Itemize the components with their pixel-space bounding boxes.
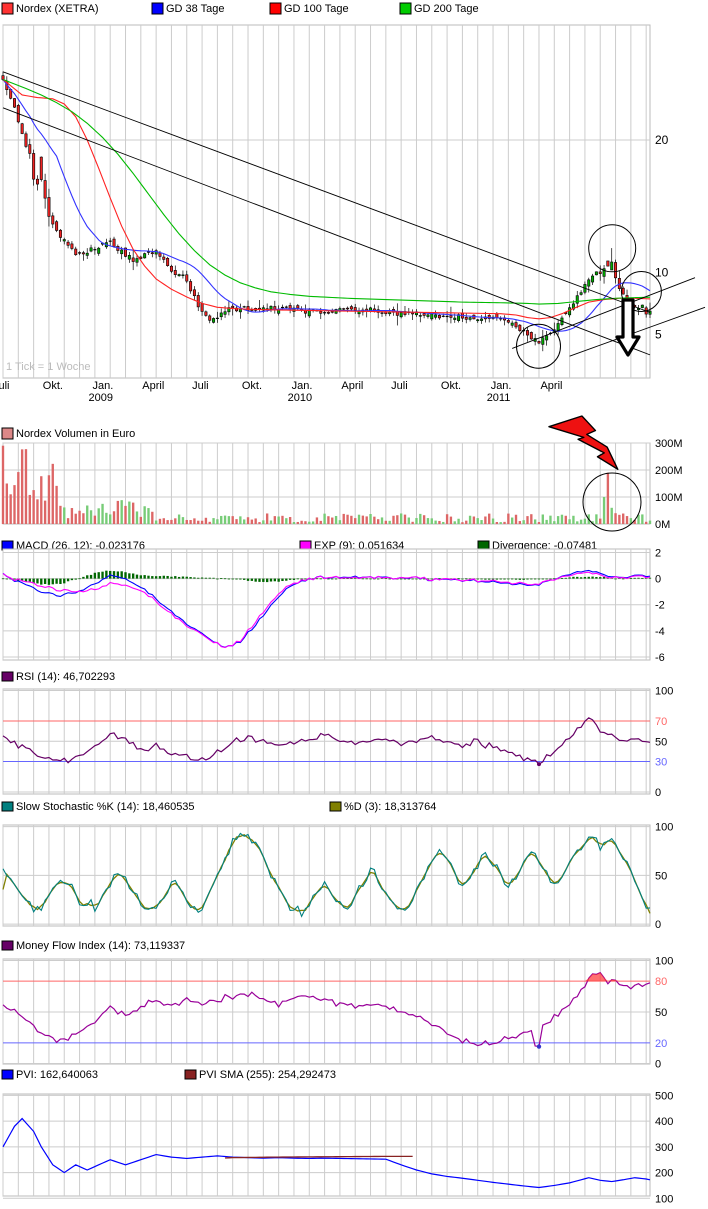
svg-text:5: 5	[655, 327, 662, 341]
svg-text:GD 38 Tage: GD 38 Tage	[166, 3, 225, 15]
svg-text:0: 0	[655, 1059, 661, 1071]
svg-text:Juli: Juli	[192, 380, 209, 392]
svg-text:200: 200	[655, 1168, 673, 1180]
svg-text:RSI (14): 46,702293: RSI (14): 46,702293	[16, 671, 115, 683]
svg-text:100: 100	[655, 686, 673, 698]
svg-text:Okt.: Okt.	[43, 380, 63, 392]
svg-text:Money Flow Index (14): 73,1193: Money Flow Index (14): 73,119337	[16, 940, 185, 952]
svg-text:GD 100 Tage: GD 100 Tage	[284, 3, 349, 15]
svg-text:300M: 300M	[655, 438, 683, 450]
svg-text:-2: -2	[655, 600, 665, 612]
svg-text:2: 2	[655, 547, 661, 559]
svg-text:0: 0	[655, 919, 661, 931]
svg-text:Nordex Volumen in Euro: Nordex Volumen in Euro	[16, 428, 135, 440]
svg-text:Jan.: Jan.	[491, 380, 512, 392]
svg-text:Okt.: Okt.	[441, 380, 461, 392]
svg-text:April: April	[142, 380, 164, 392]
svg-text:20: 20	[655, 133, 669, 147]
svg-text:PVI: 162,640063: PVI: 162,640063	[16, 1069, 98, 1081]
svg-text:-4: -4	[655, 626, 665, 638]
svg-text:Slow Stochastic %K (14): 18,46: Slow Stochastic %K (14): 18,460535	[16, 801, 195, 813]
svg-text:500: 500	[655, 1090, 673, 1102]
svg-text:2009: 2009	[89, 392, 113, 404]
svg-text:200M: 200M	[655, 465, 683, 477]
svg-text:-6: -6	[655, 652, 665, 664]
svg-text:100: 100	[655, 822, 673, 834]
svg-text:April: April	[540, 380, 562, 392]
svg-text:50: 50	[655, 870, 667, 882]
svg-text:100M: 100M	[655, 492, 683, 504]
svg-text:GD 200 Tage: GD 200 Tage	[414, 3, 479, 15]
svg-text:20: 20	[655, 1038, 667, 1050]
svg-text:100: 100	[655, 956, 673, 968]
svg-text:PVI SMA (255): 254,292473: PVI SMA (255): 254,292473	[199, 1069, 336, 1081]
svg-text:30: 30	[655, 757, 667, 769]
svg-text:Jan.: Jan.	[292, 380, 313, 392]
svg-text:0: 0	[655, 574, 661, 586]
svg-text:80: 80	[655, 976, 667, 988]
svg-text:0: 0	[655, 787, 661, 799]
svg-text:April: April	[341, 380, 363, 392]
svg-text:%D (3): 18,313764: %D (3): 18,313764	[344, 801, 436, 813]
svg-text:Juli: Juli	[391, 380, 408, 392]
svg-text:0M: 0M	[655, 519, 670, 531]
svg-text:400: 400	[655, 1116, 673, 1128]
svg-text:50: 50	[655, 1007, 667, 1019]
svg-text:70: 70	[655, 716, 667, 728]
svg-text:Juli: Juli	[0, 380, 10, 392]
svg-text:50: 50	[655, 736, 667, 748]
svg-text:1 Tick = 1 Woche: 1 Tick = 1 Woche	[6, 361, 90, 373]
svg-text:300: 300	[655, 1142, 673, 1154]
svg-text:100: 100	[655, 1193, 673, 1205]
svg-text:Okt.: Okt.	[242, 380, 262, 392]
svg-text:2010: 2010	[288, 392, 312, 404]
svg-text:Jan.: Jan.	[93, 380, 114, 392]
svg-text:Nordex (XETRA): Nordex (XETRA)	[16, 3, 99, 15]
svg-text:2011: 2011	[487, 392, 511, 404]
svg-text:10: 10	[655, 266, 669, 280]
